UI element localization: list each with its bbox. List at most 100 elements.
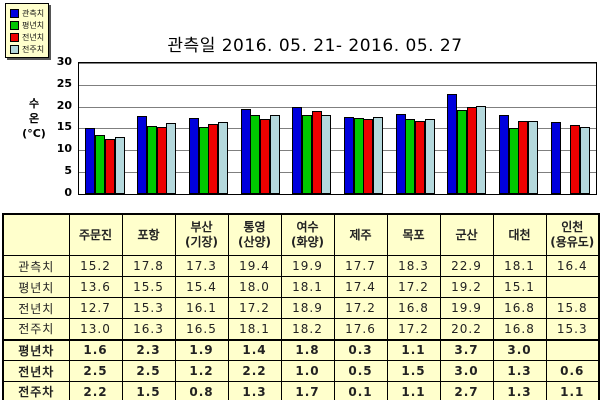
bar-전년치-주문진 — [105, 139, 115, 194]
table-cell: 15.4 — [174, 276, 229, 298]
table-cell: 0.3 — [333, 338, 388, 361]
table-row: 관측치 15.2 17.8 17.3 19.4 19.9 17.7 18.3 22.9 18.1 1… — [2, 255, 600, 277]
table-header-row: 주문진 포항 부산 (기장) 통영 (산양) 여수 (화양) 제주 목포 군산 대천 인천 (용유… — [2, 213, 600, 256]
column-header: 인천 (용유도) — [545, 213, 600, 256]
table-cell: 12.7 — [68, 297, 123, 319]
table-cell: 2.3 — [121, 338, 176, 361]
table-cell: 16.8 — [492, 297, 547, 319]
legend-item: 전주치 — [10, 43, 44, 55]
column-header: 군산 — [439, 213, 494, 256]
bar-관측치-부산(기장) — [189, 118, 199, 194]
bar-전년치-통영(산양) — [260, 119, 270, 194]
table-cell: 16.1 — [174, 297, 229, 319]
column-header: 주문진 — [68, 213, 123, 256]
table-cell: 16.3 — [121, 318, 176, 340]
bar-관측치-포항 — [137, 116, 147, 194]
table-row: 전주차 2.2 1.5 0.8 1.3 1.7 0.1 1.1 2.7 1.3 1.1 — [2, 381, 600, 400]
bar-평년치-포항 — [147, 126, 157, 194]
table-cell: 2.2 — [227, 360, 282, 382]
table-cell: 15.3 — [121, 297, 176, 319]
table-cell: 0.1 — [333, 381, 388, 400]
table-cell: 19.2 — [439, 276, 494, 298]
table-row: 평년차 1.6 2.3 1.9 1.4 1.8 0.3 1.1 3.7 3.0 — [2, 338, 600, 361]
table-cell: 13.0 — [68, 318, 123, 340]
column-header: 대천 — [492, 213, 547, 256]
bar-전년치-제주 — [363, 119, 373, 194]
bar-관측치-인천(용유도) — [551, 122, 561, 194]
chart-legend: 관측치 평년치 전년치 전주치 — [5, 3, 50, 58]
table-cell: 19.9 — [439, 297, 494, 319]
legend-item: 평년치 — [10, 19, 44, 31]
column-header: 포항 — [121, 213, 176, 256]
y-tick-label: 0 — [64, 186, 72, 199]
table-cell: 1.9 — [174, 338, 229, 361]
table-cell: 20.2 — [439, 318, 494, 340]
table-cell: 1.4 — [227, 338, 282, 361]
table-cell: 16.8 — [492, 318, 547, 340]
bar-전년치-대천 — [518, 121, 528, 194]
table-cell: 1.1 — [386, 338, 441, 361]
table-cell: 17.2 — [386, 318, 441, 340]
bar-전주치-주문진 — [115, 137, 125, 194]
y-axis-label: 수 온 (°C) — [20, 96, 48, 141]
row-label: 평년치 — [2, 276, 70, 298]
column-header: 여수 (화양) — [280, 213, 335, 256]
gridline — [79, 172, 596, 173]
table-cell: 15.2 — [68, 255, 123, 277]
legend-swatch-icon — [10, 20, 19, 30]
bar-평년치-여수(화양) — [302, 115, 312, 194]
bar-전주치-군산 — [476, 106, 486, 194]
bar-전주치-포항 — [166, 123, 176, 194]
table-cell: 18.1 — [280, 276, 335, 298]
legend-swatch-icon — [10, 8, 19, 18]
y-tick-label: 25 — [56, 77, 72, 90]
table-cell: 17.3 — [174, 255, 229, 277]
table-cell: 13.6 — [68, 276, 123, 298]
bar-관측치-대천 — [499, 115, 509, 194]
data-table: 주문진 포항 부산 (기장) 통영 (산양) 여수 (화양) 제주 목포 군산 대천 인천 (용유… — [2, 213, 600, 400]
column-header: 통영 (산양) — [227, 213, 282, 256]
bar-전주치-목포 — [425, 119, 435, 194]
table-row: 평년치 13.6 15.5 15.4 18.0 18.1 17.4 17.2 19.2 15.1 — [2, 276, 600, 298]
bar-관측치-주문진 — [85, 128, 95, 194]
table-cell: 17.2 — [386, 276, 441, 298]
table-cell: 17.2 — [227, 297, 282, 319]
bar-전주치-부산(기장) — [218, 122, 228, 194]
table-cell: 1.5 — [121, 381, 176, 400]
table-cell: 15.1 — [492, 276, 547, 298]
row-label: 관측치 — [2, 255, 70, 277]
bar-전년치-부산(기장) — [208, 124, 218, 194]
y-axis-label-line: 온 — [28, 112, 40, 125]
table-cell: 17.4 — [333, 276, 388, 298]
legend-swatch-icon — [10, 32, 19, 42]
table-cell: 18.2 — [280, 318, 335, 340]
table-cell: 1.3 — [227, 381, 282, 400]
gridline — [79, 150, 596, 151]
bar-평년치-목포 — [405, 119, 415, 194]
table-cell: 18.3 — [386, 255, 441, 277]
legend-label: 관측치 — [22, 8, 45, 18]
table-cell: 16.8 — [386, 297, 441, 319]
gridline — [79, 63, 596, 64]
table-cell: 1.1 — [545, 381, 600, 400]
table-cell: 18.1 — [492, 255, 547, 277]
legend-item: 관측치 — [10, 7, 44, 19]
table-cell: 19.4 — [227, 255, 282, 277]
table-cell: 16.5 — [174, 318, 229, 340]
gridline — [79, 128, 596, 129]
table-cell: 2.5 — [121, 360, 176, 382]
table-cell: 22.9 — [439, 255, 494, 277]
table-cell: 1.2 — [174, 360, 229, 382]
gridline — [79, 85, 596, 86]
column-header: 목포 — [386, 213, 441, 256]
table-cell: 1.7 — [280, 381, 335, 400]
bar-전주치-제주 — [373, 117, 383, 194]
table-cell: 0.6 — [545, 360, 600, 382]
table-row: 전주치 13.0 16.3 16.5 18.1 18.2 17.6 17.2 20.2 16.8 1… — [2, 318, 600, 340]
legend-label: 전년치 — [22, 32, 45, 42]
table-cell: 17.6 — [333, 318, 388, 340]
table-cell: 15.5 — [121, 276, 176, 298]
table-cell: 17.7 — [333, 255, 388, 277]
bar-관측치-군산 — [447, 94, 457, 194]
bar-평년치-통영(산양) — [250, 115, 260, 194]
